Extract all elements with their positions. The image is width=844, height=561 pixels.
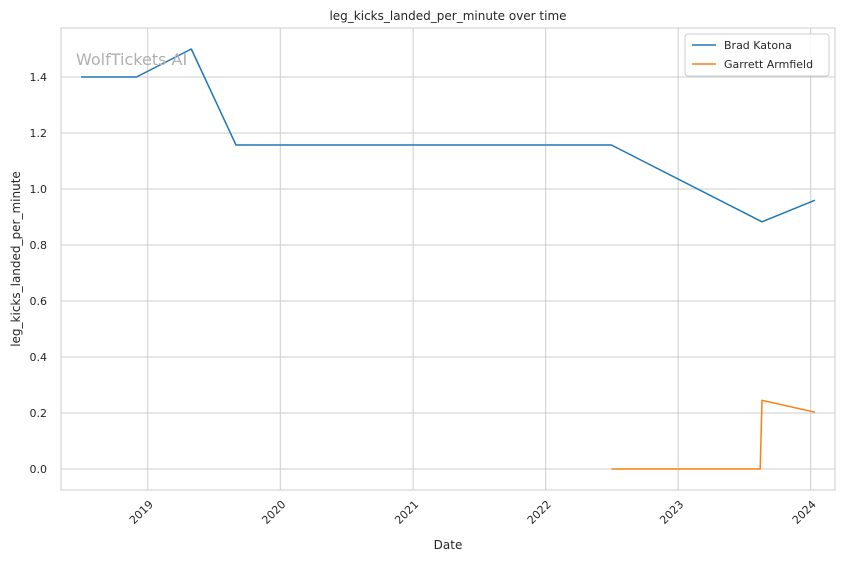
series-line-brad-katona <box>81 48 816 223</box>
series-layer <box>81 48 816 470</box>
y-tick-label-0.6: 0.6 <box>30 295 48 308</box>
y-tick-label-0.8: 0.8 <box>30 239 48 252</box>
series-line-garrett-armfield <box>611 399 816 470</box>
y-tick-label-0.4: 0.4 <box>30 351 48 364</box>
y-tick-label-1.4: 1.4 <box>30 71 48 84</box>
x-axis-label: Date <box>434 538 463 552</box>
y-tick-label-0.0: 0.0 <box>30 463 48 476</box>
y-tick-label-0.2: 0.2 <box>30 407 48 420</box>
legend-label-garrett-armfield: Garrett Armfield <box>724 58 813 71</box>
gridlines <box>61 28 835 490</box>
y-tick-label-1.2: 1.2 <box>30 127 48 140</box>
watermark: WolfTickets AI <box>76 50 187 69</box>
y-tick-labels: 0.0 0.2 0.4 0.6 0.8 1.0 1.2 1.4 <box>30 71 48 476</box>
plot-frame <box>60 27 836 491</box>
legend: Brad Katona Garrett Armfield <box>684 33 830 77</box>
legend-label-brad-katona: Brad Katona <box>724 39 792 52</box>
chart-title: leg_kicks_landed_per_minute over time <box>329 9 566 23</box>
legend-box <box>684 33 830 77</box>
y-tick-label-1.0: 1.0 <box>30 183 48 196</box>
y-axis-label: leg_kicks_landed_per_minute <box>9 171 23 347</box>
